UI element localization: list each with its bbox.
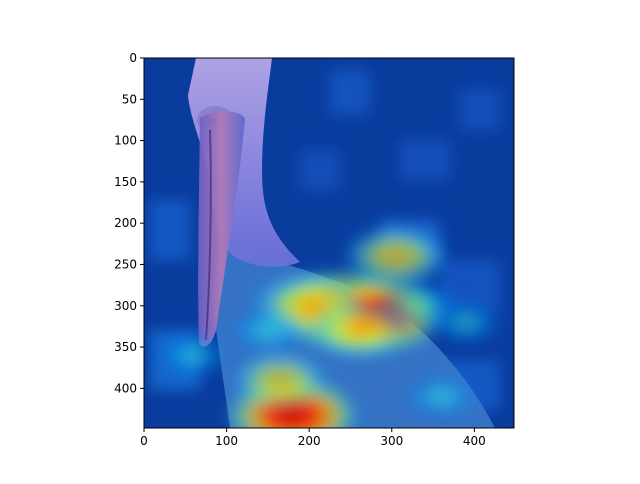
axes-frame [143,57,515,429]
y-tick-label: 200 [114,216,137,230]
y-tick-label: 400 [114,381,137,395]
heat-spot [153,331,234,380]
y-tick-label: 50 [122,92,137,106]
heat-spot [306,299,411,362]
x-tick-label: 0 [140,434,148,448]
heat-spot [341,224,451,289]
plot-area [144,58,514,428]
y-tick-label: 100 [114,134,137,148]
y-tick-label: 0 [129,51,137,65]
x-tick-label: 100 [215,434,238,448]
heat-spot [225,305,311,356]
x-axis: 0 100 200 300 400 [140,428,486,448]
heat-spot [400,372,482,421]
x-tick-label: 400 [463,434,486,448]
y-tick-label: 350 [114,340,137,354]
y-axis: 0 50 100 150 200 250 300 350 400 [114,51,144,395]
heat-overlay [153,224,507,428]
y-tick-label: 250 [114,257,137,271]
heat-spot [425,298,507,347]
x-tick-label: 200 [298,434,321,448]
y-tick-label: 300 [114,299,137,313]
x-tick-label: 300 [380,434,403,448]
heat-spot [230,350,330,410]
y-tick-label: 150 [114,175,137,189]
